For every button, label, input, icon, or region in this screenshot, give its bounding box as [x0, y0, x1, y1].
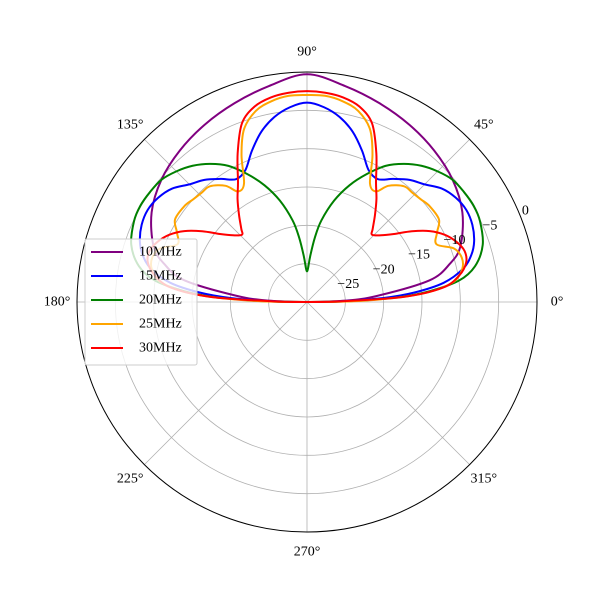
legend-label: 10MHz	[139, 245, 182, 260]
legend-label: 25MHz	[139, 317, 182, 332]
r-gridline-1	[229, 224, 385, 380]
r-tick-label: −25	[337, 277, 359, 292]
theta-tick-label: 315°	[470, 471, 497, 486]
r-tick-label: −15	[408, 248, 430, 263]
theta-tick-label: 90°	[297, 45, 317, 60]
theta-tick-label: 270°	[294, 545, 321, 560]
legend-label: 30MHz	[139, 341, 182, 356]
series-line-30MHz	[146, 90, 468, 304]
legend: 10MHz 15MHz 20MHz 25MHz 30MHz	[84, 238, 198, 366]
theta-tick-label: 135°	[117, 118, 144, 133]
legend-label: 20MHz	[139, 293, 182, 308]
r-tick-label: 0	[522, 204, 529, 219]
theta-tick-label: 0°	[551, 295, 564, 310]
angle-tick-labels: 0° 45° 90° 135° 180° 225° 270° 315°	[44, 45, 564, 560]
legend-label: 15MHz	[139, 269, 182, 284]
legend-box	[84, 238, 198, 366]
theta-tick-label: 180°	[44, 295, 71, 310]
series-line-20MHz	[130, 162, 484, 303]
r-tick-label: −5	[482, 218, 497, 233]
theta-tick-label: 45°	[474, 118, 494, 133]
r-tick-label: −20	[373, 262, 395, 277]
theta-tick-label: 225°	[117, 471, 144, 486]
polar-frame	[76, 71, 538, 533]
radial-tick-labels: −25 −20 −15 −10 −5 0	[337, 204, 529, 292]
r-tick-label: −10	[444, 233, 466, 248]
